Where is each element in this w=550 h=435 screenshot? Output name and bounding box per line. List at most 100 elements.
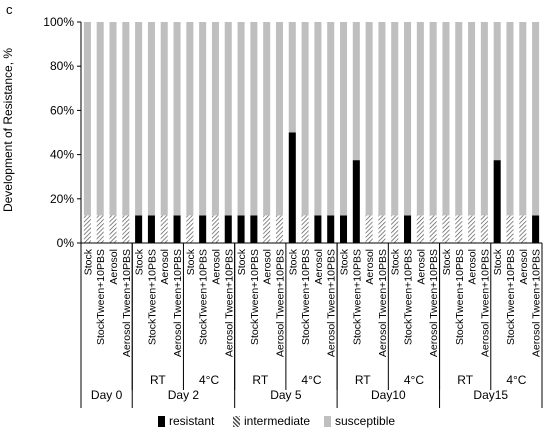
x-category-label: Aerosol Tween+10PBS xyxy=(326,249,338,357)
x-category-label: Aerosol Tween+10PBS xyxy=(223,249,235,357)
legend-label-susceptible: susceptible xyxy=(335,414,396,428)
bar-resistant xyxy=(224,215,232,244)
bar-susceptible xyxy=(506,22,514,216)
bar-resistant xyxy=(288,132,296,243)
bar-intermediate xyxy=(480,215,488,244)
bar-intermediate xyxy=(506,215,514,244)
x-category-label: Stock xyxy=(287,248,299,275)
bar-intermediate xyxy=(122,215,130,244)
condition-label: 4°C xyxy=(301,373,321,387)
x-category-label: Aerosol xyxy=(467,249,479,285)
x-category-label: Aerosol xyxy=(262,249,274,285)
x-category-label: Stock xyxy=(492,248,504,275)
x-category-label: Aerosol xyxy=(159,249,171,285)
x-category-label: Aerosol Tween+10PBS xyxy=(428,249,440,357)
x-category-label: StockTween+10PBS xyxy=(300,249,312,345)
bar-susceptible xyxy=(314,22,322,216)
legend-item-intermediate: intermediate xyxy=(233,414,310,428)
condition-label: 4°C xyxy=(199,373,219,387)
bar-susceptible xyxy=(429,22,437,216)
bar-susceptible xyxy=(301,22,309,216)
y-axis-label: Development of Resistance, % xyxy=(1,47,15,213)
x-category-label: Aerosol xyxy=(210,249,222,285)
bar-susceptible xyxy=(263,22,271,216)
x-category-label: Aerosol Tween+10PBS xyxy=(531,249,543,357)
bar-intermediate xyxy=(301,215,309,244)
x-category-label: Aerosol Tween+10PBS xyxy=(377,249,389,357)
bar-susceptible xyxy=(83,22,91,216)
x-category-label: StockTween+10PBS xyxy=(95,249,107,345)
legend-label-intermediate: intermediate xyxy=(244,414,311,428)
x-category-label: StockTween+10PBS xyxy=(454,249,466,345)
x-category-label: Aerosol xyxy=(108,249,120,285)
bar-susceptible xyxy=(135,22,143,216)
day-label: Day10 xyxy=(371,388,406,402)
bar-resistant xyxy=(135,215,143,244)
legend-item-resistant: resistant xyxy=(158,414,214,428)
bar-susceptible xyxy=(404,22,412,216)
bar-susceptible xyxy=(352,22,360,161)
bar-intermediate xyxy=(186,215,194,244)
legend-swatch-susceptible xyxy=(324,415,331,427)
x-category-label: Aerosol xyxy=(364,249,376,285)
x-category-label: Aerosol Tween+10PBS xyxy=(121,249,133,357)
panel-label: c xyxy=(6,2,13,17)
x-category-label: StockTween+10PBS xyxy=(351,249,363,345)
x-category-label: Stock xyxy=(339,248,351,275)
axes-layer xyxy=(77,21,543,408)
bar-susceptible xyxy=(173,22,181,216)
bar-susceptible xyxy=(211,22,219,216)
y-tick-label: 20% xyxy=(50,192,74,206)
x-category-label: Aerosol Tween+10PBS xyxy=(479,249,491,357)
day-label: Day 0 xyxy=(91,388,123,402)
x-category-label: Aerosol xyxy=(313,249,325,285)
bar-susceptible xyxy=(160,22,168,216)
y-tick-label: 60% xyxy=(50,103,74,117)
bar-resistant xyxy=(532,215,540,244)
bar-resistant xyxy=(404,215,412,244)
x-category-label: StockTween+10PBS xyxy=(403,249,415,345)
bar-susceptible xyxy=(455,22,463,216)
x-category-label: Aerosol xyxy=(518,249,530,285)
bar-susceptible xyxy=(532,22,540,216)
bar-resistant xyxy=(314,215,322,244)
bar-resistant xyxy=(173,215,181,244)
day-label: Day 2 xyxy=(168,388,200,402)
bar-resistant xyxy=(339,215,348,244)
bar-susceptible xyxy=(224,22,232,216)
bar-resistant xyxy=(327,215,335,244)
y-tick-label: 40% xyxy=(50,148,74,162)
condition-label: RT xyxy=(355,373,371,387)
bar-intermediate xyxy=(275,215,283,244)
x-category-label: Stock xyxy=(236,248,248,275)
x-category-label: Aerosol Tween+10PBS xyxy=(274,249,286,357)
legend: resistant intermediate susceptible xyxy=(0,414,550,434)
x-category-label: StockTween+10PBS xyxy=(198,249,210,345)
legend-swatch-resistant xyxy=(158,415,165,427)
x-category-label: StockTween+10PBS xyxy=(249,249,261,345)
bar-resistant xyxy=(493,160,501,244)
bar-susceptible xyxy=(186,22,194,216)
bar-resistant xyxy=(352,160,360,244)
bar-intermediate xyxy=(519,215,527,244)
bar-susceptible xyxy=(288,22,296,133)
condition-label: 4°C xyxy=(404,373,424,387)
x-category-label: Stock xyxy=(134,248,146,275)
condition-label: 4°C xyxy=(506,373,526,387)
bar-resistant xyxy=(199,215,207,244)
bar-susceptible xyxy=(468,22,476,216)
bar-susceptible xyxy=(199,22,207,216)
bar-intermediate xyxy=(378,215,386,244)
bar-susceptible xyxy=(275,22,283,216)
bar-susceptible xyxy=(365,22,373,216)
bar-resistant xyxy=(147,215,155,244)
legend-label-resistant: resistant xyxy=(169,414,215,428)
bar-susceptible xyxy=(147,22,155,216)
bar-susceptible xyxy=(480,22,488,216)
bar-susceptible xyxy=(327,22,335,216)
legend-item-susceptible: susceptible xyxy=(324,414,395,428)
bar-intermediate xyxy=(416,215,424,244)
y-tick-label: 0% xyxy=(57,236,75,250)
bar-susceptible xyxy=(109,22,117,216)
